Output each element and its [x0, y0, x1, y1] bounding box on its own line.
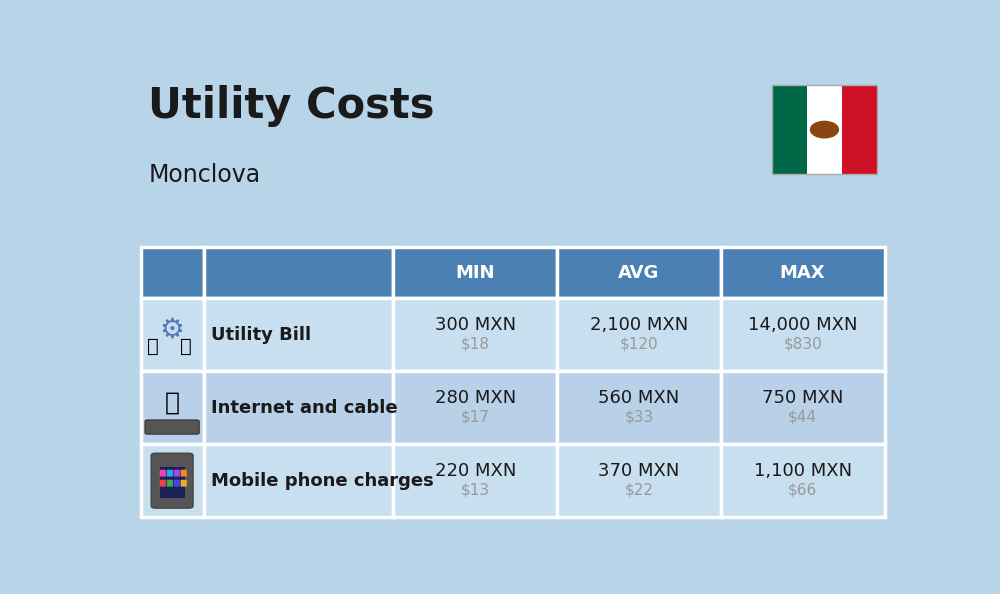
FancyBboxPatch shape: [145, 420, 199, 434]
FancyBboxPatch shape: [140, 247, 204, 298]
FancyBboxPatch shape: [842, 85, 877, 174]
Text: Mobile phone charges: Mobile phone charges: [211, 472, 434, 489]
Text: 💧: 💧: [180, 336, 192, 355]
Text: 370 MXN: 370 MXN: [598, 462, 680, 480]
FancyBboxPatch shape: [557, 247, 721, 298]
Text: $13: $13: [461, 483, 490, 498]
FancyBboxPatch shape: [160, 467, 185, 498]
Text: $22: $22: [624, 483, 653, 498]
FancyBboxPatch shape: [204, 298, 393, 371]
FancyBboxPatch shape: [393, 247, 557, 298]
FancyBboxPatch shape: [174, 480, 180, 486]
FancyBboxPatch shape: [167, 470, 173, 476]
FancyBboxPatch shape: [772, 85, 807, 174]
FancyBboxPatch shape: [721, 247, 885, 298]
Text: $830: $830: [783, 337, 822, 352]
FancyBboxPatch shape: [557, 444, 721, 517]
FancyBboxPatch shape: [721, 444, 885, 517]
Text: 750 MXN: 750 MXN: [762, 389, 843, 407]
Circle shape: [810, 121, 838, 138]
FancyBboxPatch shape: [393, 371, 557, 444]
FancyBboxPatch shape: [393, 298, 557, 371]
Text: 🔌: 🔌: [147, 336, 159, 355]
Text: ⚙: ⚙: [160, 316, 185, 344]
Text: Monclova: Monclova: [148, 163, 260, 187]
FancyBboxPatch shape: [160, 480, 166, 486]
FancyBboxPatch shape: [204, 371, 393, 444]
FancyBboxPatch shape: [181, 470, 187, 476]
Text: 220 MXN: 220 MXN: [435, 462, 516, 480]
Text: $17: $17: [461, 410, 490, 425]
Text: AVG: AVG: [618, 264, 660, 282]
FancyBboxPatch shape: [721, 298, 885, 371]
Text: $120: $120: [620, 337, 658, 352]
FancyBboxPatch shape: [807, 85, 842, 174]
FancyBboxPatch shape: [140, 444, 204, 517]
FancyBboxPatch shape: [181, 480, 187, 486]
Text: 300 MXN: 300 MXN: [435, 316, 516, 334]
FancyBboxPatch shape: [140, 371, 204, 444]
Text: MIN: MIN: [456, 264, 495, 282]
Text: 2,100 MXN: 2,100 MXN: [590, 316, 688, 334]
Text: Internet and cable: Internet and cable: [211, 399, 398, 416]
FancyBboxPatch shape: [393, 444, 557, 517]
FancyBboxPatch shape: [140, 298, 204, 371]
Text: Utility Bill: Utility Bill: [211, 326, 312, 343]
FancyBboxPatch shape: [174, 470, 180, 476]
Text: 📶: 📶: [165, 391, 180, 415]
Text: Utility Costs: Utility Costs: [148, 85, 435, 127]
Text: $18: $18: [461, 337, 490, 352]
Text: MAX: MAX: [780, 264, 825, 282]
FancyBboxPatch shape: [557, 298, 721, 371]
Text: 1,100 MXN: 1,100 MXN: [754, 462, 852, 480]
FancyBboxPatch shape: [151, 453, 193, 508]
Text: $66: $66: [788, 483, 817, 498]
FancyBboxPatch shape: [204, 444, 393, 517]
Text: $44: $44: [788, 410, 817, 425]
FancyBboxPatch shape: [721, 371, 885, 444]
FancyBboxPatch shape: [557, 371, 721, 444]
FancyBboxPatch shape: [204, 247, 393, 298]
FancyBboxPatch shape: [167, 480, 173, 486]
Text: 14,000 MXN: 14,000 MXN: [748, 316, 857, 334]
Text: $33: $33: [624, 410, 654, 425]
Text: 280 MXN: 280 MXN: [435, 389, 516, 407]
Text: 560 MXN: 560 MXN: [598, 389, 680, 407]
FancyBboxPatch shape: [160, 470, 166, 476]
